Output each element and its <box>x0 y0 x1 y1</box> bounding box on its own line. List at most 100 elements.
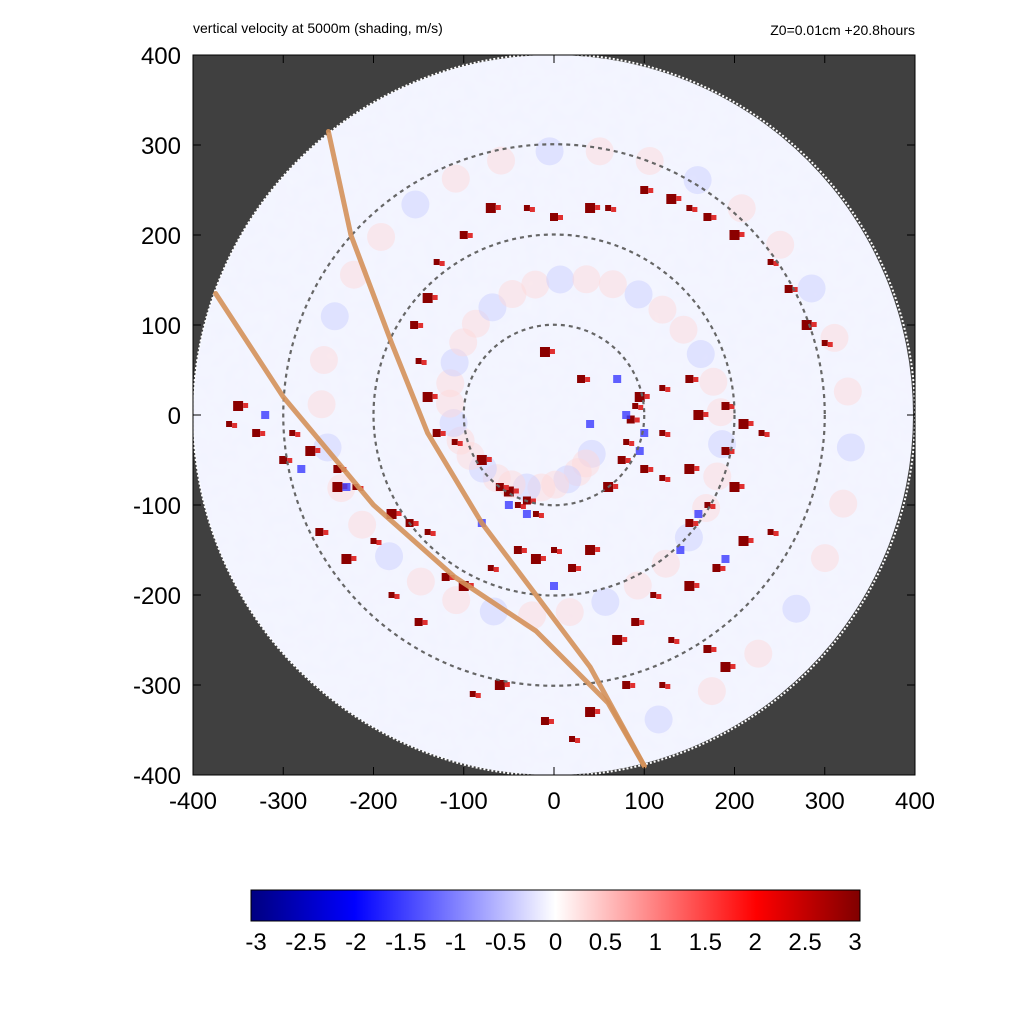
updraft-cell <box>433 259 440 265</box>
updraft-cell-edge <box>729 449 735 454</box>
updraft-cell-edge <box>232 423 238 428</box>
axis-ticks <box>192 54 916 776</box>
rainband-shade <box>553 465 582 494</box>
updraft-cell <box>414 618 423 626</box>
updraft-cell-edge <box>439 261 445 266</box>
updraft-cell <box>487 565 494 571</box>
rainband-shade <box>535 137 564 166</box>
rainband-shade <box>375 542 404 571</box>
updraft-cell-edge <box>625 458 631 463</box>
updraft-cell <box>729 482 740 492</box>
updraft-cell-edge <box>595 547 601 552</box>
updraft-cell <box>530 554 541 564</box>
updraft-cell <box>684 464 695 474</box>
x-tick-label: -200 <box>349 788 397 815</box>
x-tick-label: -400 <box>169 788 217 815</box>
rainband-shade <box>436 369 465 398</box>
updraft-cell <box>410 321 419 329</box>
range-ring <box>462 323 646 507</box>
updraft-cell-edge <box>504 682 510 687</box>
storm-tracks <box>213 129 647 769</box>
updraft-cell <box>784 285 793 293</box>
updraft-cell <box>632 403 639 409</box>
rainband-shade <box>401 190 430 219</box>
updraft-cell-edge <box>530 498 536 504</box>
updraft-cell-edge <box>595 709 601 714</box>
updraft-cell <box>659 682 666 688</box>
updraft-cell <box>459 231 468 239</box>
updraft-cell <box>659 475 666 481</box>
colorbar-tick-label: 1.5 <box>689 929 722 956</box>
updraft-cell-edge <box>421 360 427 365</box>
updraft-cell-edge <box>611 207 617 212</box>
updraft-cell <box>659 430 666 436</box>
y-tick-label: 0 <box>168 403 181 430</box>
x-tick-label: -100 <box>440 788 488 815</box>
updraft-cell <box>668 637 675 643</box>
updraft-cell-edge <box>693 377 699 382</box>
updraft-cell <box>341 554 352 564</box>
updraft-cell <box>279 456 288 464</box>
rainband-shade <box>810 544 839 573</box>
rainband-shade <box>320 302 349 331</box>
downdraft-cell <box>622 411 631 419</box>
updraft-cell-edge <box>457 441 463 446</box>
y-tick-label: -400 <box>133 763 181 790</box>
rainband-shade <box>546 265 575 294</box>
updraft-cell-edge <box>521 548 527 553</box>
downdraft-cell <box>342 483 351 491</box>
y-tick-label: -200 <box>133 583 181 610</box>
colorbar-tick-label: -1 <box>445 929 466 956</box>
updraft-cell-edge <box>413 521 419 526</box>
updraft-cell <box>540 717 549 725</box>
x-tick-label: 200 <box>714 788 754 815</box>
downdraft-cell <box>613 375 622 383</box>
rainband-shade <box>648 295 677 324</box>
updraft-cell-edge <box>748 421 754 426</box>
updraft-cell-edge <box>694 583 700 588</box>
updraft-cell-edge <box>792 287 798 292</box>
updraft-cell <box>422 293 433 303</box>
updraft-cell-edge <box>538 513 544 518</box>
updraft-cell <box>551 547 557 553</box>
updraft-cell <box>514 502 521 508</box>
colorbar-tick-label: 3 <box>848 929 861 956</box>
rainband-shade <box>478 293 507 322</box>
rainband-shade <box>527 473 556 502</box>
colorbar-tick-label: -2 <box>345 929 366 956</box>
updraft-cell <box>513 546 522 554</box>
updraft-cell-edge <box>575 738 581 743</box>
rainband-shade <box>498 280 527 309</box>
rainband-shade <box>309 346 338 375</box>
updraft-cell-edge <box>720 566 726 571</box>
updraft-cell-edge <box>773 261 779 266</box>
updraft-cell <box>441 573 450 581</box>
updraft-cell-edge <box>711 647 717 652</box>
updraft-cell <box>684 581 695 591</box>
updraft-cell-edge <box>648 188 654 193</box>
rainband-shade <box>585 137 614 166</box>
rainband-shade <box>541 470 570 499</box>
rainband-shade <box>406 567 435 596</box>
updraft-cell <box>703 213 712 221</box>
range-ring <box>282 143 826 687</box>
updraft-cell <box>617 456 626 464</box>
downdraft-cell <box>640 429 649 437</box>
downdraft-cell <box>504 501 513 509</box>
updraft-cell <box>432 429 441 437</box>
rainband-shade <box>623 571 652 600</box>
updraft-cell-edge <box>694 466 700 471</box>
range-ring <box>372 233 736 597</box>
updraft-cell <box>305 446 316 456</box>
updraft-cell-edge <box>585 377 591 382</box>
rainband-shade <box>577 439 606 468</box>
downdraft-cell <box>261 411 270 419</box>
updraft-cell <box>659 385 666 391</box>
updraft-cell-edge <box>665 684 671 689</box>
rainband-shade <box>479 597 508 626</box>
rainband-shade <box>367 222 396 251</box>
rainband-shade <box>744 639 773 668</box>
storm-track-line <box>213 291 647 769</box>
rainband-shade <box>635 146 664 175</box>
downdraft-cell <box>586 420 595 428</box>
